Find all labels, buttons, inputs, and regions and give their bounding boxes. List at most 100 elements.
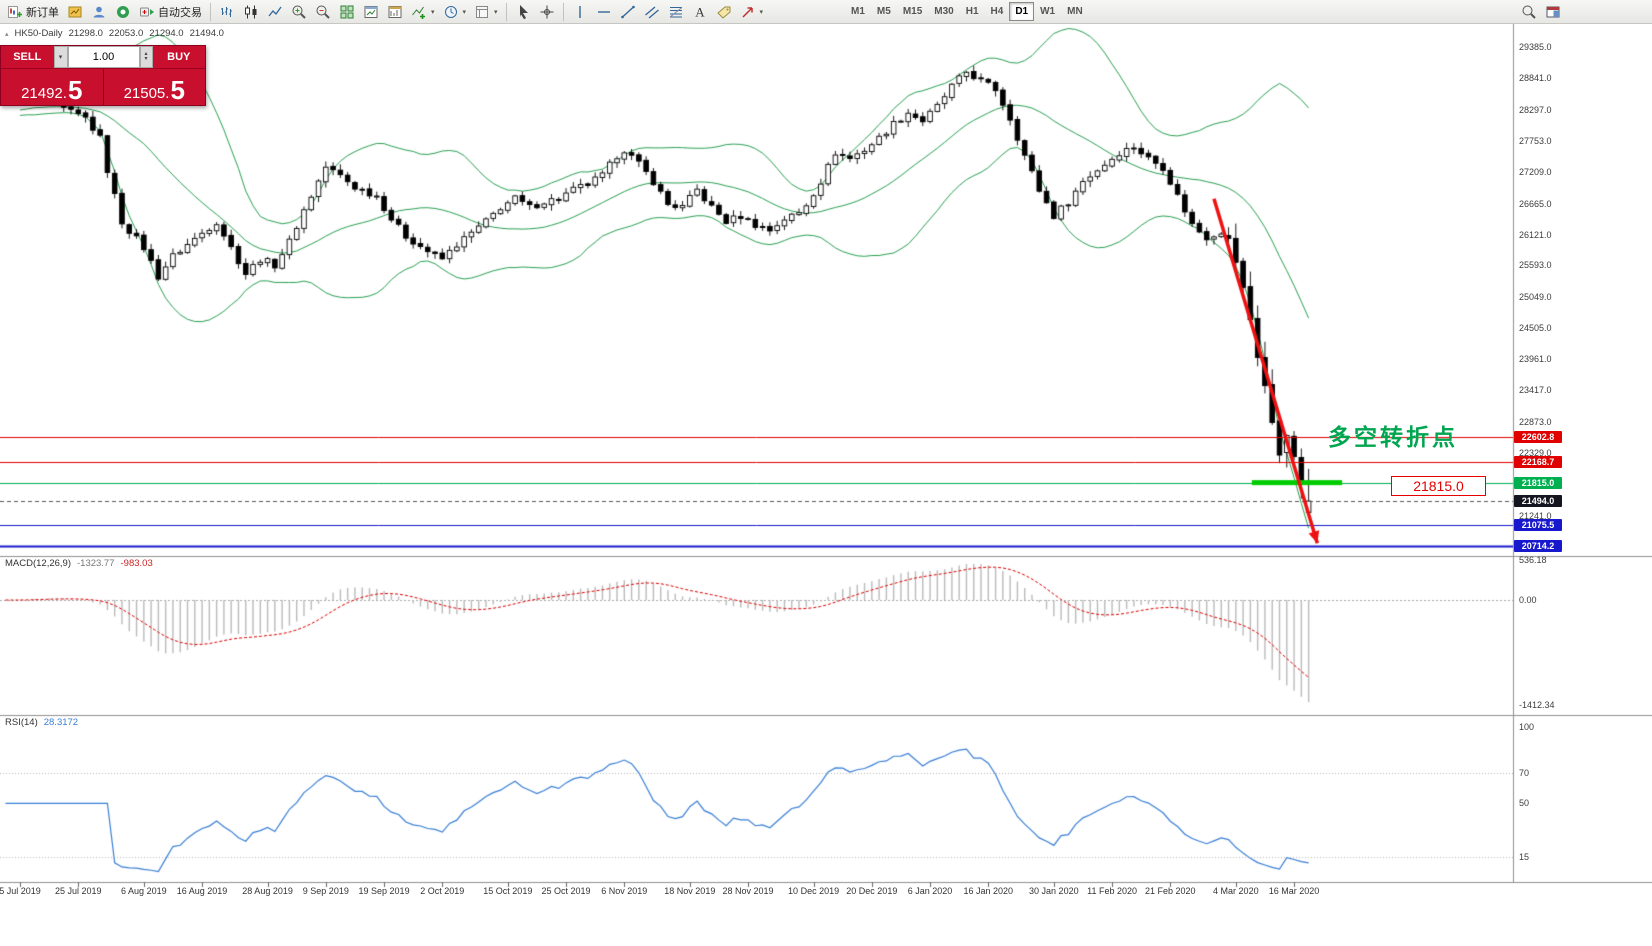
chevron-down-icon: ▾ xyxy=(58,54,63,61)
timeframe-m5[interactable]: M5 xyxy=(876,6,891,17)
window-button[interactable] xyxy=(1541,1,1565,22)
rsi-indicator-label: RSI(14) 28.3172 xyxy=(5,717,78,728)
volume-dropdown-button[interactable]: ▾ xyxy=(53,46,68,68)
sell-button[interactable]: SELL xyxy=(1,46,54,68)
channel-button[interactable] xyxy=(640,1,664,22)
volume-stepper[interactable]: ▴ ▾ xyxy=(139,46,153,68)
timeframe-m1[interactable]: M1 xyxy=(851,6,865,17)
timeframe-mn[interactable]: MN xyxy=(1067,6,1083,17)
indicators-button[interactable]: ▾ xyxy=(407,1,439,22)
date-label: 25 Oct 2019 xyxy=(541,886,591,896)
spinner-down-icon: ▾ xyxy=(144,56,148,62)
buy-price-button[interactable]: 21505. 5 xyxy=(104,69,206,105)
new-chart-button[interactable] xyxy=(359,1,383,22)
shapes-button[interactable]: ▾ xyxy=(736,1,768,22)
tile-windows-button[interactable] xyxy=(335,1,359,22)
macd-axis-label: -1412.34 xyxy=(1519,699,1555,710)
volume-input[interactable] xyxy=(67,46,140,68)
line-chart-icon xyxy=(267,4,283,20)
crosshair-icon xyxy=(539,4,555,20)
sell-price-pip: 5 xyxy=(67,75,83,105)
date-label: 5 Jul 2019 xyxy=(0,886,41,896)
date-label: 21 Feb 2020 xyxy=(1145,886,1196,896)
macd-signal-value: -983.03 xyxy=(120,558,153,569)
gold-chart-icon xyxy=(67,4,83,20)
chart-ohlc-header: ▴ HK50-Daily 21298.0 22053.0 21294.0 214… xyxy=(5,28,224,39)
candlestick-chart-button[interactable] xyxy=(239,1,263,22)
charts-button[interactable] xyxy=(63,1,87,22)
macd-axis-label: 536.18 xyxy=(1519,555,1547,566)
turning-point-annotation: 多空转折点 xyxy=(1328,424,1458,450)
timeframe-h1[interactable]: H1 xyxy=(965,6,979,17)
ohlc-open: 21298.0 xyxy=(68,28,103,39)
vertical-line-icon xyxy=(572,4,588,20)
rsi-value: 28.3172 xyxy=(43,717,79,728)
timeframe-m15[interactable]: M15 xyxy=(902,6,923,17)
chart-shift-button[interactable] xyxy=(383,1,407,22)
horizontal-line-icon xyxy=(596,4,612,20)
clock-icon xyxy=(443,4,459,20)
timeframe-w1[interactable]: W1 xyxy=(1040,6,1056,17)
svg-text:A: A xyxy=(695,4,705,19)
timeframe-d1[interactable]: D1 xyxy=(1009,2,1035,21)
horizontal-line-button[interactable] xyxy=(592,1,616,22)
date-label: 20 Dec 2019 xyxy=(846,886,898,896)
price-tag: 20714.2 xyxy=(1514,539,1562,552)
date-label: 6 Jan 2020 xyxy=(907,886,953,896)
bar-chart-button[interactable] xyxy=(215,1,239,22)
profile-icon xyxy=(91,4,107,20)
date-label: 2 Oct 2019 xyxy=(420,886,465,896)
text-button[interactable]: A xyxy=(688,1,712,22)
community-icon xyxy=(115,4,131,20)
search-icon xyxy=(1521,4,1537,20)
crosshair-button[interactable] xyxy=(535,1,559,22)
sell-price-button[interactable]: 21492. 5 xyxy=(1,69,103,105)
price-axis-label: 22329.0 xyxy=(1519,448,1552,459)
rsi-name: RSI(14) xyxy=(5,717,38,728)
autotrading-button-label: 自动交易 xyxy=(158,6,202,19)
macd-indicator-label: MACD(12,26,9) -1323.77 -983.03 xyxy=(5,558,153,569)
main-toolbar: 新订单 自动交易 ▾ ▾ ▾ A ▾ M1 M5 M15 M30 H1 H4 D1 W1 MN xyxy=(0,0,1652,24)
profile-button[interactable] xyxy=(87,1,111,22)
price-tag: 22602.8 xyxy=(1514,431,1562,444)
text-icon: A xyxy=(692,4,708,20)
timeframe-m30[interactable]: M30 xyxy=(934,6,954,17)
buy-button[interactable]: BUY xyxy=(152,46,205,68)
toolbar-right-group xyxy=(1517,1,1565,22)
date-label: 10 Dec 2019 xyxy=(788,886,840,896)
search-button[interactable] xyxy=(1517,1,1541,22)
price-axis-label: 21241.0 xyxy=(1519,510,1552,521)
vertical-line-button[interactable] xyxy=(568,1,592,22)
rsi-axis-label: 70 xyxy=(1519,767,1530,778)
price-axis-label: 26121.0 xyxy=(1519,229,1552,240)
date-label: 11 Feb 2020 xyxy=(1087,886,1137,896)
community-button[interactable] xyxy=(111,1,135,22)
new-order-icon xyxy=(7,4,23,20)
fibonacci-icon xyxy=(668,4,684,20)
periods-button[interactable]: ▾ xyxy=(439,1,471,22)
date-label: 16 Mar 2020 xyxy=(1268,886,1320,896)
label-button[interactable] xyxy=(712,1,736,22)
chart-canvas[interactable] xyxy=(0,24,1652,946)
fibonacci-button[interactable] xyxy=(664,1,688,22)
zoom-in-button[interactable] xyxy=(287,1,311,22)
cursor-button[interactable] xyxy=(511,1,535,22)
autotrading-button[interactable]: 自动交易 xyxy=(135,1,206,22)
price-axis-label: 27209.0 xyxy=(1519,167,1552,178)
timeframe-group: M1 M5 M15 M30 H1 H4 D1 W1 MN xyxy=(845,2,1089,21)
timeframe-h4[interactable]: H4 xyxy=(990,6,1004,17)
trendline-icon xyxy=(620,4,636,20)
price-axis-label: 29385.0 xyxy=(1519,42,1552,53)
new-chart-icon xyxy=(363,4,379,20)
templates-button[interactable]: ▾ xyxy=(470,1,502,22)
new-order-button[interactable]: 新订单 xyxy=(3,1,63,22)
trendline-button[interactable] xyxy=(616,1,640,22)
sell-price: 21492. xyxy=(21,85,67,102)
date-label: 6 Aug 2019 xyxy=(121,886,167,896)
cursor-icon xyxy=(515,4,531,20)
date-label: 28 Nov 2019 xyxy=(722,886,774,896)
price-axis-label: 26665.0 xyxy=(1519,198,1552,209)
arrow-shapes-icon xyxy=(740,4,756,20)
zoom-out-button[interactable] xyxy=(311,1,335,22)
line-chart-button[interactable] xyxy=(263,1,287,22)
